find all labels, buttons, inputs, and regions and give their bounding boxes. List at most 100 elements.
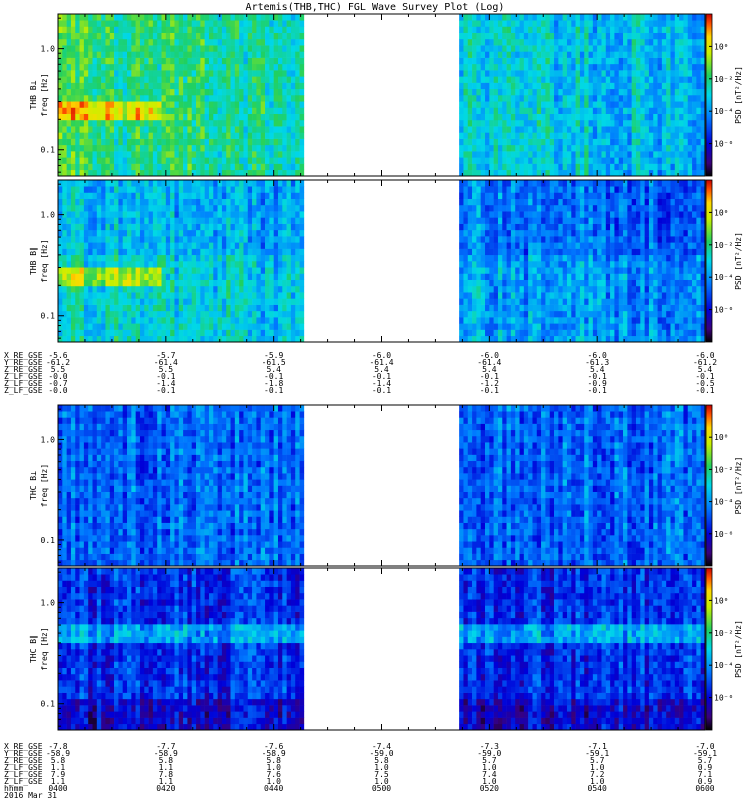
heatmap-cell	[183, 217, 188, 224]
heatmap-cell	[579, 63, 585, 71]
heatmap-cell	[640, 163, 645, 171]
heatmap-cell	[497, 261, 503, 268]
heatmap-cell	[127, 63, 132, 71]
heatmap-cell	[299, 38, 305, 46]
heatmap-cell	[459, 192, 464, 199]
heatmap-cell	[213, 57, 218, 65]
heatmap-cell	[566, 82, 572, 90]
heatmap-cell	[66, 192, 72, 199]
heatmap-cell	[644, 113, 650, 121]
heatmap-cell	[541, 304, 546, 312]
heatmap-cell	[217, 138, 223, 146]
heatmap-cell	[640, 76, 645, 83]
heatmap-cell	[541, 198, 546, 206]
heatmap-cell	[575, 151, 581, 158]
heatmap-cell	[554, 113, 559, 121]
heatmap-cell	[485, 248, 490, 256]
heatmap-cell	[178, 335, 184, 343]
heatmap-cell	[144, 163, 149, 171]
heatmap-cell	[226, 70, 231, 77]
heatmap-cell	[252, 76, 257, 83]
heatmap-cell	[92, 254, 98, 262]
heatmap-cell	[265, 261, 270, 268]
heatmap-cell	[532, 76, 538, 83]
heatmap-cell	[528, 198, 533, 206]
heatmap-cell	[528, 63, 533, 71]
heatmap-cell	[247, 323, 253, 330]
heatmap-cell	[635, 57, 641, 65]
heatmap-cell	[260, 223, 266, 231]
heatmap-cell	[217, 217, 223, 224]
heatmap-cell	[269, 101, 274, 108]
heatmap-cell	[618, 151, 624, 158]
heatmap-cell	[70, 119, 76, 127]
heatmap-cell	[114, 63, 119, 71]
heatmap-cell	[661, 151, 667, 158]
heatmap-cell	[687, 20, 693, 27]
heatmap-cell	[510, 151, 516, 158]
heatmap-cell	[295, 32, 300, 40]
heatmap-cell	[200, 292, 205, 299]
heatmap-cell	[282, 192, 287, 199]
heatmap-cell	[165, 223, 171, 231]
heatmap-cell	[139, 101, 145, 108]
heatmap-cell	[528, 298, 533, 305]
heatmap-cell	[109, 157, 115, 164]
heatmap-cell	[541, 163, 546, 171]
heatmap-cell	[239, 70, 244, 77]
heatmap-cell	[178, 113, 184, 121]
heatmap-cell	[92, 236, 98, 243]
heatmap-cell	[187, 317, 193, 324]
heatmap-cell	[472, 304, 477, 312]
heatmap-cell	[497, 57, 503, 65]
heatmap-cell	[545, 70, 551, 77]
heatmap-cell	[623, 76, 628, 83]
heatmap-cell	[467, 323, 473, 330]
heatmap-cell	[286, 88, 292, 96]
heatmap-cell	[221, 138, 227, 146]
heatmap-cell	[700, 119, 706, 127]
heatmap-cell	[174, 298, 180, 305]
heatmap-cell	[247, 267, 253, 274]
heatmap-cell	[256, 192, 262, 199]
heatmap-cell	[597, 107, 602, 114]
heatmap-cell	[579, 157, 585, 164]
heatmap-cell	[592, 163, 598, 171]
heatmap-cell	[277, 279, 283, 287]
heatmap-cell	[122, 192, 128, 199]
heatmap-cell	[562, 119, 568, 127]
heatmap-cell	[131, 254, 136, 262]
heatmap-cell	[571, 38, 576, 46]
heatmap-cell	[273, 57, 279, 65]
heatmap-cell	[679, 95, 684, 102]
heatmap-cell	[70, 107, 76, 114]
heatmap-cell	[558, 138, 563, 146]
heatmap-cell	[265, 38, 270, 46]
heatmap-cell	[515, 38, 520, 46]
heatmap-cell	[277, 101, 283, 108]
heatmap-cell	[472, 248, 477, 256]
heatmap-cell	[648, 57, 654, 65]
heatmap-cell	[88, 229, 93, 237]
heatmap-cell	[545, 329, 551, 337]
heatmap-cell	[157, 82, 162, 90]
heatmap-cell	[601, 45, 607, 52]
heatmap-cell	[657, 20, 663, 27]
heatmap-cell	[661, 157, 667, 164]
heatmap-cell	[571, 126, 576, 133]
heatmap-cell	[217, 14, 223, 21]
heatmap-cell	[165, 119, 171, 127]
heatmap-cell	[127, 14, 132, 21]
heatmap-cell	[62, 144, 67, 152]
heatmap-cell	[536, 26, 542, 33]
heatmap-cell	[174, 329, 180, 337]
heatmap-cell	[536, 217, 542, 224]
heatmap-cell	[79, 20, 85, 27]
heatmap-cell	[239, 57, 244, 65]
heatmap-cell	[290, 57, 296, 65]
heatmap-cell	[260, 26, 266, 33]
heatmap-cell	[277, 107, 283, 114]
heatmap-cell	[549, 126, 555, 133]
heatmap-cell	[157, 317, 162, 324]
heatmap-cell	[605, 119, 611, 127]
